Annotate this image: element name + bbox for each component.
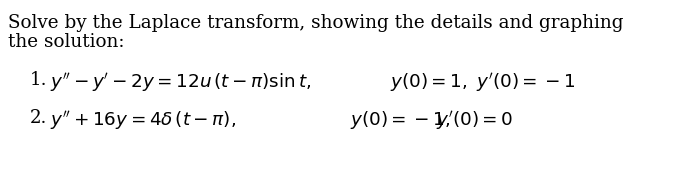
Text: $y(0) = -1,$: $y(0) = -1,$ bbox=[350, 109, 450, 131]
Text: Solve by the Laplace transform, showing the details and graphing: Solve by the Laplace transform, showing … bbox=[8, 14, 623, 32]
Text: $y'(0) = 0$: $y'(0) = 0$ bbox=[436, 109, 513, 132]
Text: $y'' - y' - 2y = 12u\,(t - \pi)\sin t,$: $y'' - y' - 2y = 12u\,(t - \pi)\sin t,$ bbox=[50, 71, 312, 94]
Text: 2.: 2. bbox=[30, 109, 48, 127]
Text: the solution:: the solution: bbox=[8, 33, 124, 51]
Text: $y'(0) = -1$: $y'(0) = -1$ bbox=[476, 71, 575, 94]
Text: $y'' + 16y = 4\delta\,(t - \pi),$: $y'' + 16y = 4\delta\,(t - \pi),$ bbox=[50, 109, 236, 132]
Text: 1.: 1. bbox=[30, 71, 48, 89]
Text: $y(0) = 1,$: $y(0) = 1,$ bbox=[390, 71, 468, 93]
